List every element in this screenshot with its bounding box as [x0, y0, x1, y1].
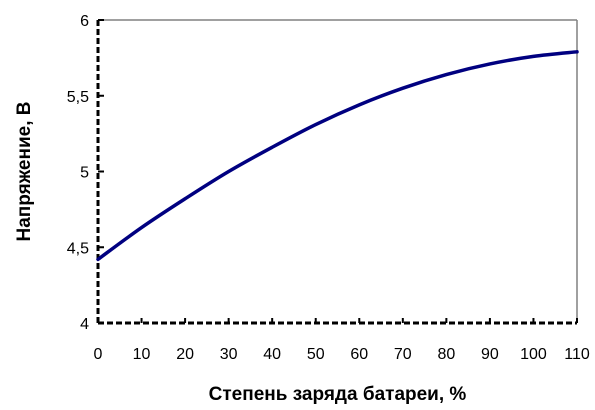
x-tick-label: 90 — [481, 346, 499, 363]
series-line — [96, 50, 579, 262]
x-axis: 0 10 20 30 40 50 60 70 80 90 100 110 — [94, 318, 590, 363]
x-axis-title: Степень заряда батареи, % — [209, 384, 467, 405]
x-tick-label: 30 — [220, 346, 238, 363]
x-tick-label: 40 — [263, 346, 281, 363]
x-tick-label: 110 — [564, 346, 590, 363]
series-layer — [96, 50, 579, 262]
y-axis: 4 4,5 5 5,5 6 — [67, 13, 104, 333]
y-tick-label: 5,5 — [67, 89, 89, 106]
x-tick-label: 100 — [520, 346, 547, 363]
y-tick-label: 4 — [80, 316, 89, 333]
y-axis-title: Напряжение, В — [14, 102, 35, 242]
x-tick-label: 0 — [94, 346, 103, 363]
x-tick-label: 20 — [176, 346, 194, 363]
x-tick-label: 70 — [394, 346, 412, 363]
y-tick-label: 5 — [80, 165, 89, 182]
x-tick-label: 80 — [437, 346, 455, 363]
x-tick-label: 60 — [350, 346, 368, 363]
y-tick-label: 4,5 — [67, 240, 89, 257]
x-tick-label: 50 — [307, 346, 325, 363]
y-tick-label: 6 — [80, 13, 89, 30]
plot-area — [96, 19, 578, 325]
x-tick-label: 10 — [133, 346, 151, 363]
